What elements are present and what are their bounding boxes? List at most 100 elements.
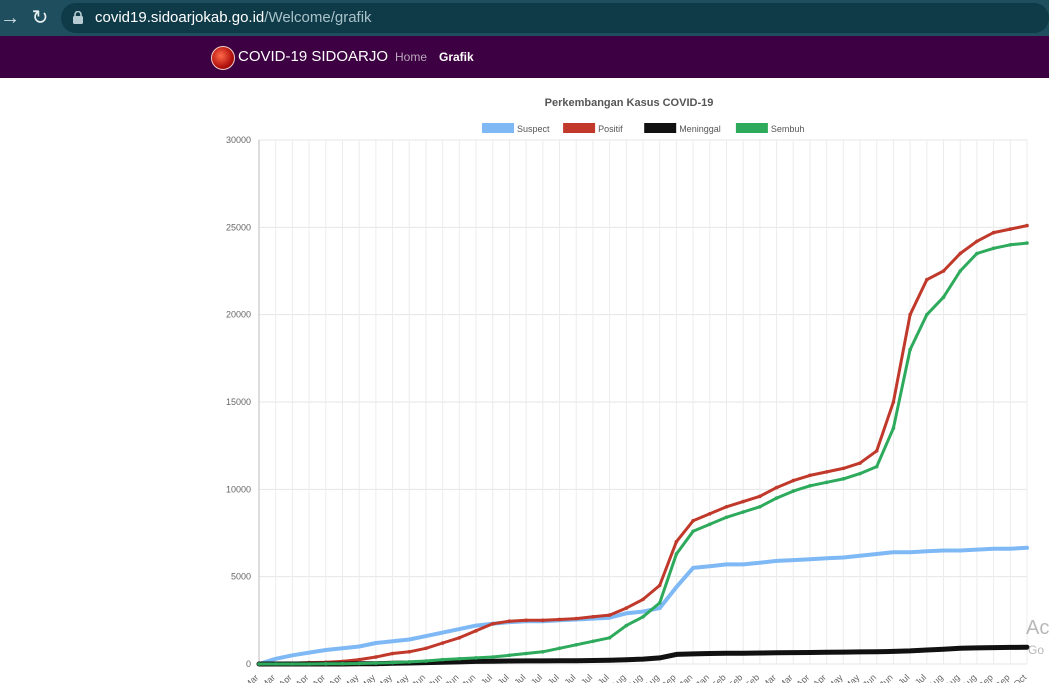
nav-link-grafik[interactable]: Grafik: [439, 50, 474, 64]
data-point[interactable]: [691, 518, 695, 523]
data-point[interactable]: [574, 616, 579, 621]
data-point[interactable]: [1025, 645, 1029, 650]
data-point[interactable]: [674, 585, 679, 589]
data-point[interactable]: [841, 466, 846, 471]
data-point[interactable]: [941, 295, 946, 299]
data-point[interactable]: [407, 649, 412, 654]
data-point[interactable]: [624, 606, 629, 610]
data-point[interactable]: [691, 529, 695, 534]
data-point[interactable]: [407, 660, 412, 664]
data-point[interactable]: [357, 661, 361, 666]
data-point[interactable]: [1008, 243, 1013, 247]
legend-item-suspect[interactable]: Suspect: [482, 123, 550, 134]
legend-item-meninggal[interactable]: Meninggal: [644, 123, 721, 134]
data-point[interactable]: [474, 629, 478, 633]
data-point[interactable]: [925, 549, 929, 554]
data-point[interactable]: [674, 539, 679, 544]
data-point[interactable]: [858, 471, 862, 476]
data-point[interactable]: [858, 553, 862, 558]
data-point[interactable]: [641, 609, 645, 614]
data-point[interactable]: [624, 623, 629, 628]
data-point[interactable]: [858, 650, 862, 654]
data-point[interactable]: [874, 649, 879, 654]
data-point[interactable]: [257, 662, 261, 666]
data-point[interactable]: [323, 648, 328, 652]
data-point[interactable]: [524, 659, 528, 663]
data-point[interactable]: [624, 658, 629, 662]
data-point[interactable]: [908, 550, 912, 555]
data-point[interactable]: [424, 659, 428, 663]
data-point[interactable]: [707, 564, 712, 568]
data-point[interactable]: [1025, 223, 1029, 228]
data-point[interactable]: [975, 646, 979, 650]
data-point[interactable]: [891, 550, 896, 555]
data-point[interactable]: [273, 656, 278, 661]
data-point[interactable]: [791, 478, 796, 483]
data-point[interactable]: [774, 496, 779, 500]
data-point[interactable]: [791, 489, 796, 493]
data-point[interactable]: [340, 646, 345, 651]
data-point[interactable]: [607, 615, 612, 620]
data-point[interactable]: [390, 660, 395, 665]
data-point[interactable]: [975, 239, 979, 244]
data-point[interactable]: [557, 658, 562, 663]
data-point[interactable]: [991, 546, 996, 551]
data-point[interactable]: [424, 646, 428, 651]
data-point[interactable]: [874, 449, 879, 453]
data-point[interactable]: [908, 347, 912, 352]
data-point[interactable]: [724, 505, 729, 509]
data-point[interactable]: [290, 653, 295, 658]
data-point[interactable]: [574, 658, 579, 663]
data-point[interactable]: [891, 400, 896, 404]
data-point[interactable]: [958, 251, 963, 256]
data-point[interactable]: [607, 658, 612, 662]
data-point[interactable]: [925, 648, 929, 652]
data-point[interactable]: [808, 650, 812, 655]
data-point[interactable]: [591, 658, 595, 663]
data-point[interactable]: [374, 655, 378, 659]
data-point[interactable]: [674, 552, 679, 556]
data-point[interactable]: [874, 552, 879, 556]
data-point[interactable]: [808, 557, 812, 561]
data-point[interactable]: [741, 499, 745, 504]
data-point[interactable]: [607, 613, 612, 617]
data-point[interactable]: [958, 269, 963, 273]
data-point[interactable]: [908, 649, 912, 653]
data-point[interactable]: [440, 641, 445, 645]
data-point[interactable]: [908, 312, 912, 317]
data-point[interactable]: [541, 649, 545, 654]
legend-item-sembuh[interactable]: Sembuh: [735, 123, 805, 134]
arrow-right-icon[interactable]: →: [0, 7, 20, 29]
data-point[interactable]: [891, 426, 896, 431]
data-point[interactable]: [791, 558, 796, 562]
data-point[interactable]: [991, 645, 996, 650]
data-point[interactable]: [724, 562, 729, 567]
data-point[interactable]: [741, 562, 745, 567]
data-point[interactable]: [991, 246, 996, 251]
data-point[interactable]: [925, 312, 929, 317]
brand-title[interactable]: COVID-19 SIDOARJO: [238, 48, 389, 65]
data-point[interactable]: [307, 662, 311, 666]
data-point[interactable]: [390, 639, 395, 644]
data-point[interactable]: [474, 656, 478, 660]
data-point[interactable]: [707, 522, 712, 527]
data-point[interactable]: [524, 618, 528, 623]
data-point[interactable]: [1008, 546, 1013, 551]
data-point[interactable]: [975, 547, 979, 552]
data-point[interactable]: [758, 494, 762, 499]
nav-link-home[interactable]: Home: [395, 50, 428, 64]
data-point[interactable]: [641, 597, 645, 602]
data-point[interactable]: [925, 277, 929, 282]
data-point[interactable]: [741, 651, 745, 655]
data-point[interactable]: [975, 251, 979, 256]
data-point[interactable]: [808, 473, 812, 478]
data-point[interactable]: [874, 464, 879, 469]
data-point[interactable]: [524, 651, 528, 656]
data-point[interactable]: [357, 657, 361, 662]
data-point[interactable]: [440, 660, 445, 665]
data-point[interactable]: [841, 555, 846, 560]
data-point[interactable]: [958, 646, 963, 651]
data-point[interactable]: [323, 662, 328, 666]
data-point[interactable]: [490, 659, 495, 664]
data-point[interactable]: [657, 583, 662, 588]
